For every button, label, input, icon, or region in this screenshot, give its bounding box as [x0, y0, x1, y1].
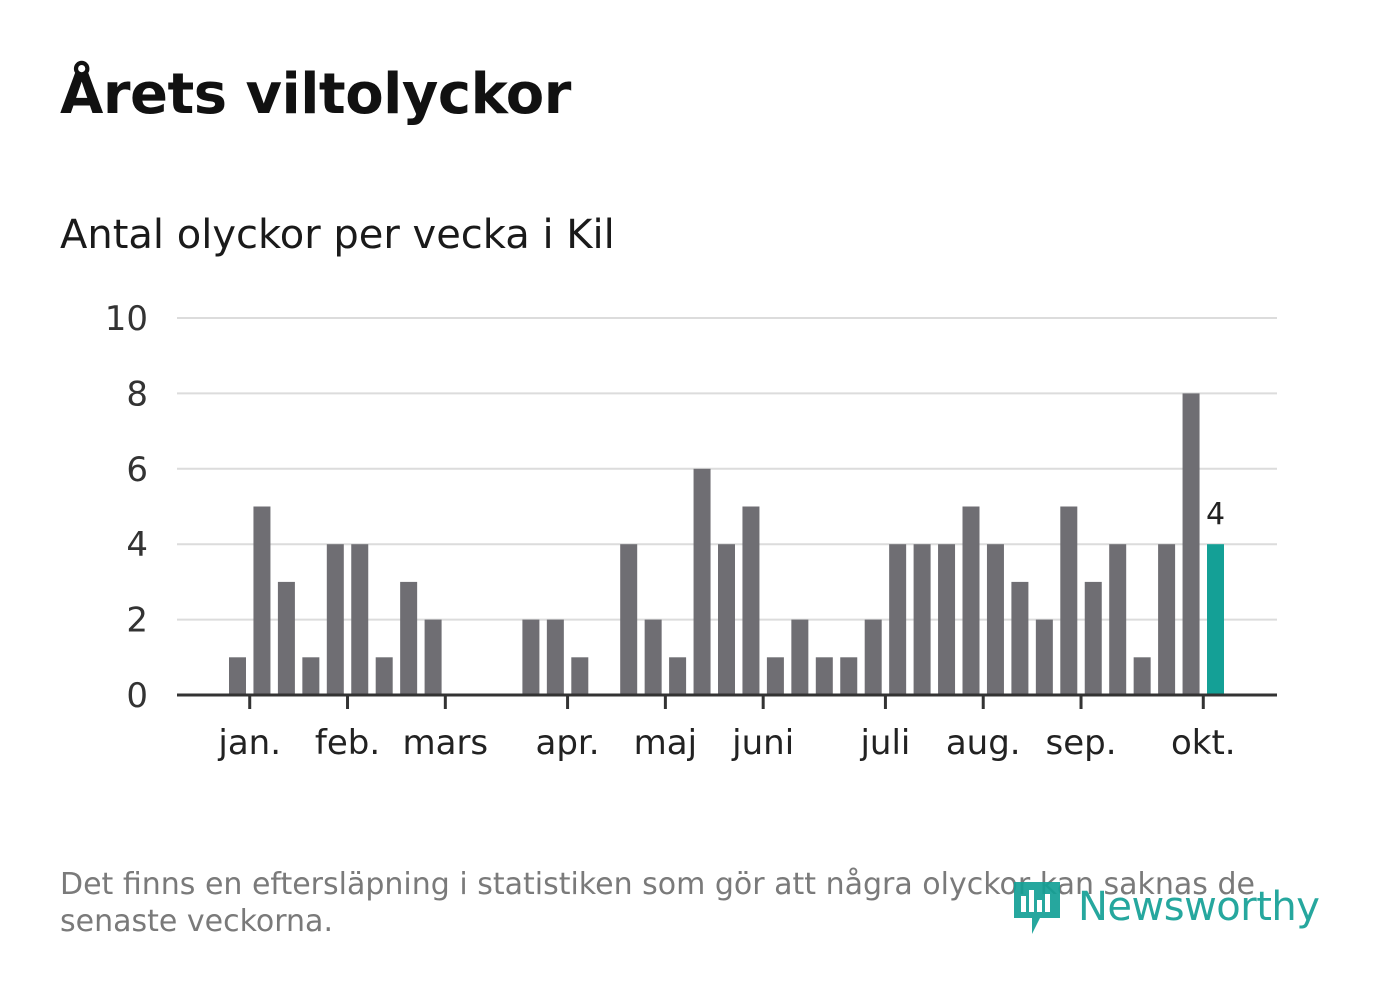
bar-week-20 [693, 468, 711, 695]
y-tick-label-4: 4 [126, 525, 148, 565]
x-tick-label-aug.: aug. [946, 723, 1021, 763]
x-tick-label-sep.: sep. [1046, 723, 1117, 763]
x-tick-label-juli: juli [859, 723, 910, 763]
x-tick-label-juni: juni [731, 723, 794, 763]
bar-chart: 0 2 4 6 8 10 jan. feb. mars apr. maj juni juli aug. s… [105, 299, 1277, 763]
y-tick-label-8: 8 [126, 374, 148, 414]
bar-week-14 [546, 619, 564, 695]
bar-week-35 [1060, 506, 1078, 695]
bar-week-15 [571, 657, 589, 695]
bar-week-41 [1207, 544, 1224, 695]
newsworthy-logo-icon [1014, 882, 1060, 934]
x-tick-label-maj: maj [634, 723, 697, 763]
newsworthy-logo: Newsworthy [1010, 876, 1320, 938]
bar-week-13 [522, 619, 540, 695]
bar-week-32 [986, 544, 1004, 695]
bar-week-27 [864, 619, 882, 695]
bar-week-30 [938, 544, 956, 695]
y-tick-label-2: 2 [126, 601, 148, 641]
bar-week-19 [669, 657, 687, 695]
bar-week-39 [1158, 544, 1176, 695]
data-labels: 4 [1206, 497, 1225, 532]
bar-week-1 [229, 657, 246, 695]
x-tick-label-okt.: okt. [1171, 723, 1236, 763]
bar-week-9 [424, 619, 442, 695]
bar-week-33 [1011, 581, 1029, 695]
chart-title: Årets viltolyckor [60, 62, 571, 127]
x-axis [177, 693, 1277, 709]
bar-week-4 [302, 657, 320, 695]
bar-week-6 [351, 544, 369, 695]
bar-week-25 [815, 657, 833, 695]
y-tick-label-6: 6 [126, 450, 148, 490]
newsworthy-logo-text: Newsworthy [1078, 884, 1320, 930]
bars [229, 393, 1224, 695]
bar-week-29 [913, 544, 931, 695]
bar-week-23 [766, 657, 784, 695]
bar-week-21 [718, 544, 735, 695]
bar-week-18 [644, 619, 662, 695]
x-tick-label-feb.: feb. [315, 723, 380, 763]
x-tick-label-jan.: jan. [217, 723, 281, 763]
bar-week-26 [840, 657, 858, 695]
bar-week-8 [400, 581, 418, 695]
bar-week-3 [277, 581, 295, 695]
bar-week-2 [253, 506, 271, 695]
bar-week-17 [620, 544, 638, 695]
bar-week-24 [791, 619, 809, 695]
bar-week-28 [889, 544, 907, 695]
x-axis-ticks: jan. feb. mars apr. maj juni juli aug. sep. okt. [217, 723, 1235, 763]
bar-week-37 [1109, 544, 1127, 695]
y-tick-label-0: 0 [126, 676, 148, 716]
y-axis-ticks: 0 2 4 6 8 10 [105, 299, 148, 716]
x-tick-label-mars: mars [402, 723, 488, 763]
bar-week-38 [1133, 657, 1151, 695]
x-tick-label-apr.: apr. [536, 723, 600, 763]
bar-week-22 [742, 506, 760, 695]
bar-week-40 [1182, 393, 1200, 695]
bar-week-5 [326, 544, 344, 695]
data-label-latest-week: 4 [1206, 497, 1225, 532]
bar-week-34 [1035, 619, 1053, 695]
bar-week-36 [1084, 581, 1102, 695]
chart-subtitle: Antal olyckor per vecka i Kil [60, 212, 615, 258]
y-tick-label-10: 10 [105, 299, 148, 339]
bar-week-7 [375, 657, 393, 695]
bar-week-31 [962, 506, 980, 695]
